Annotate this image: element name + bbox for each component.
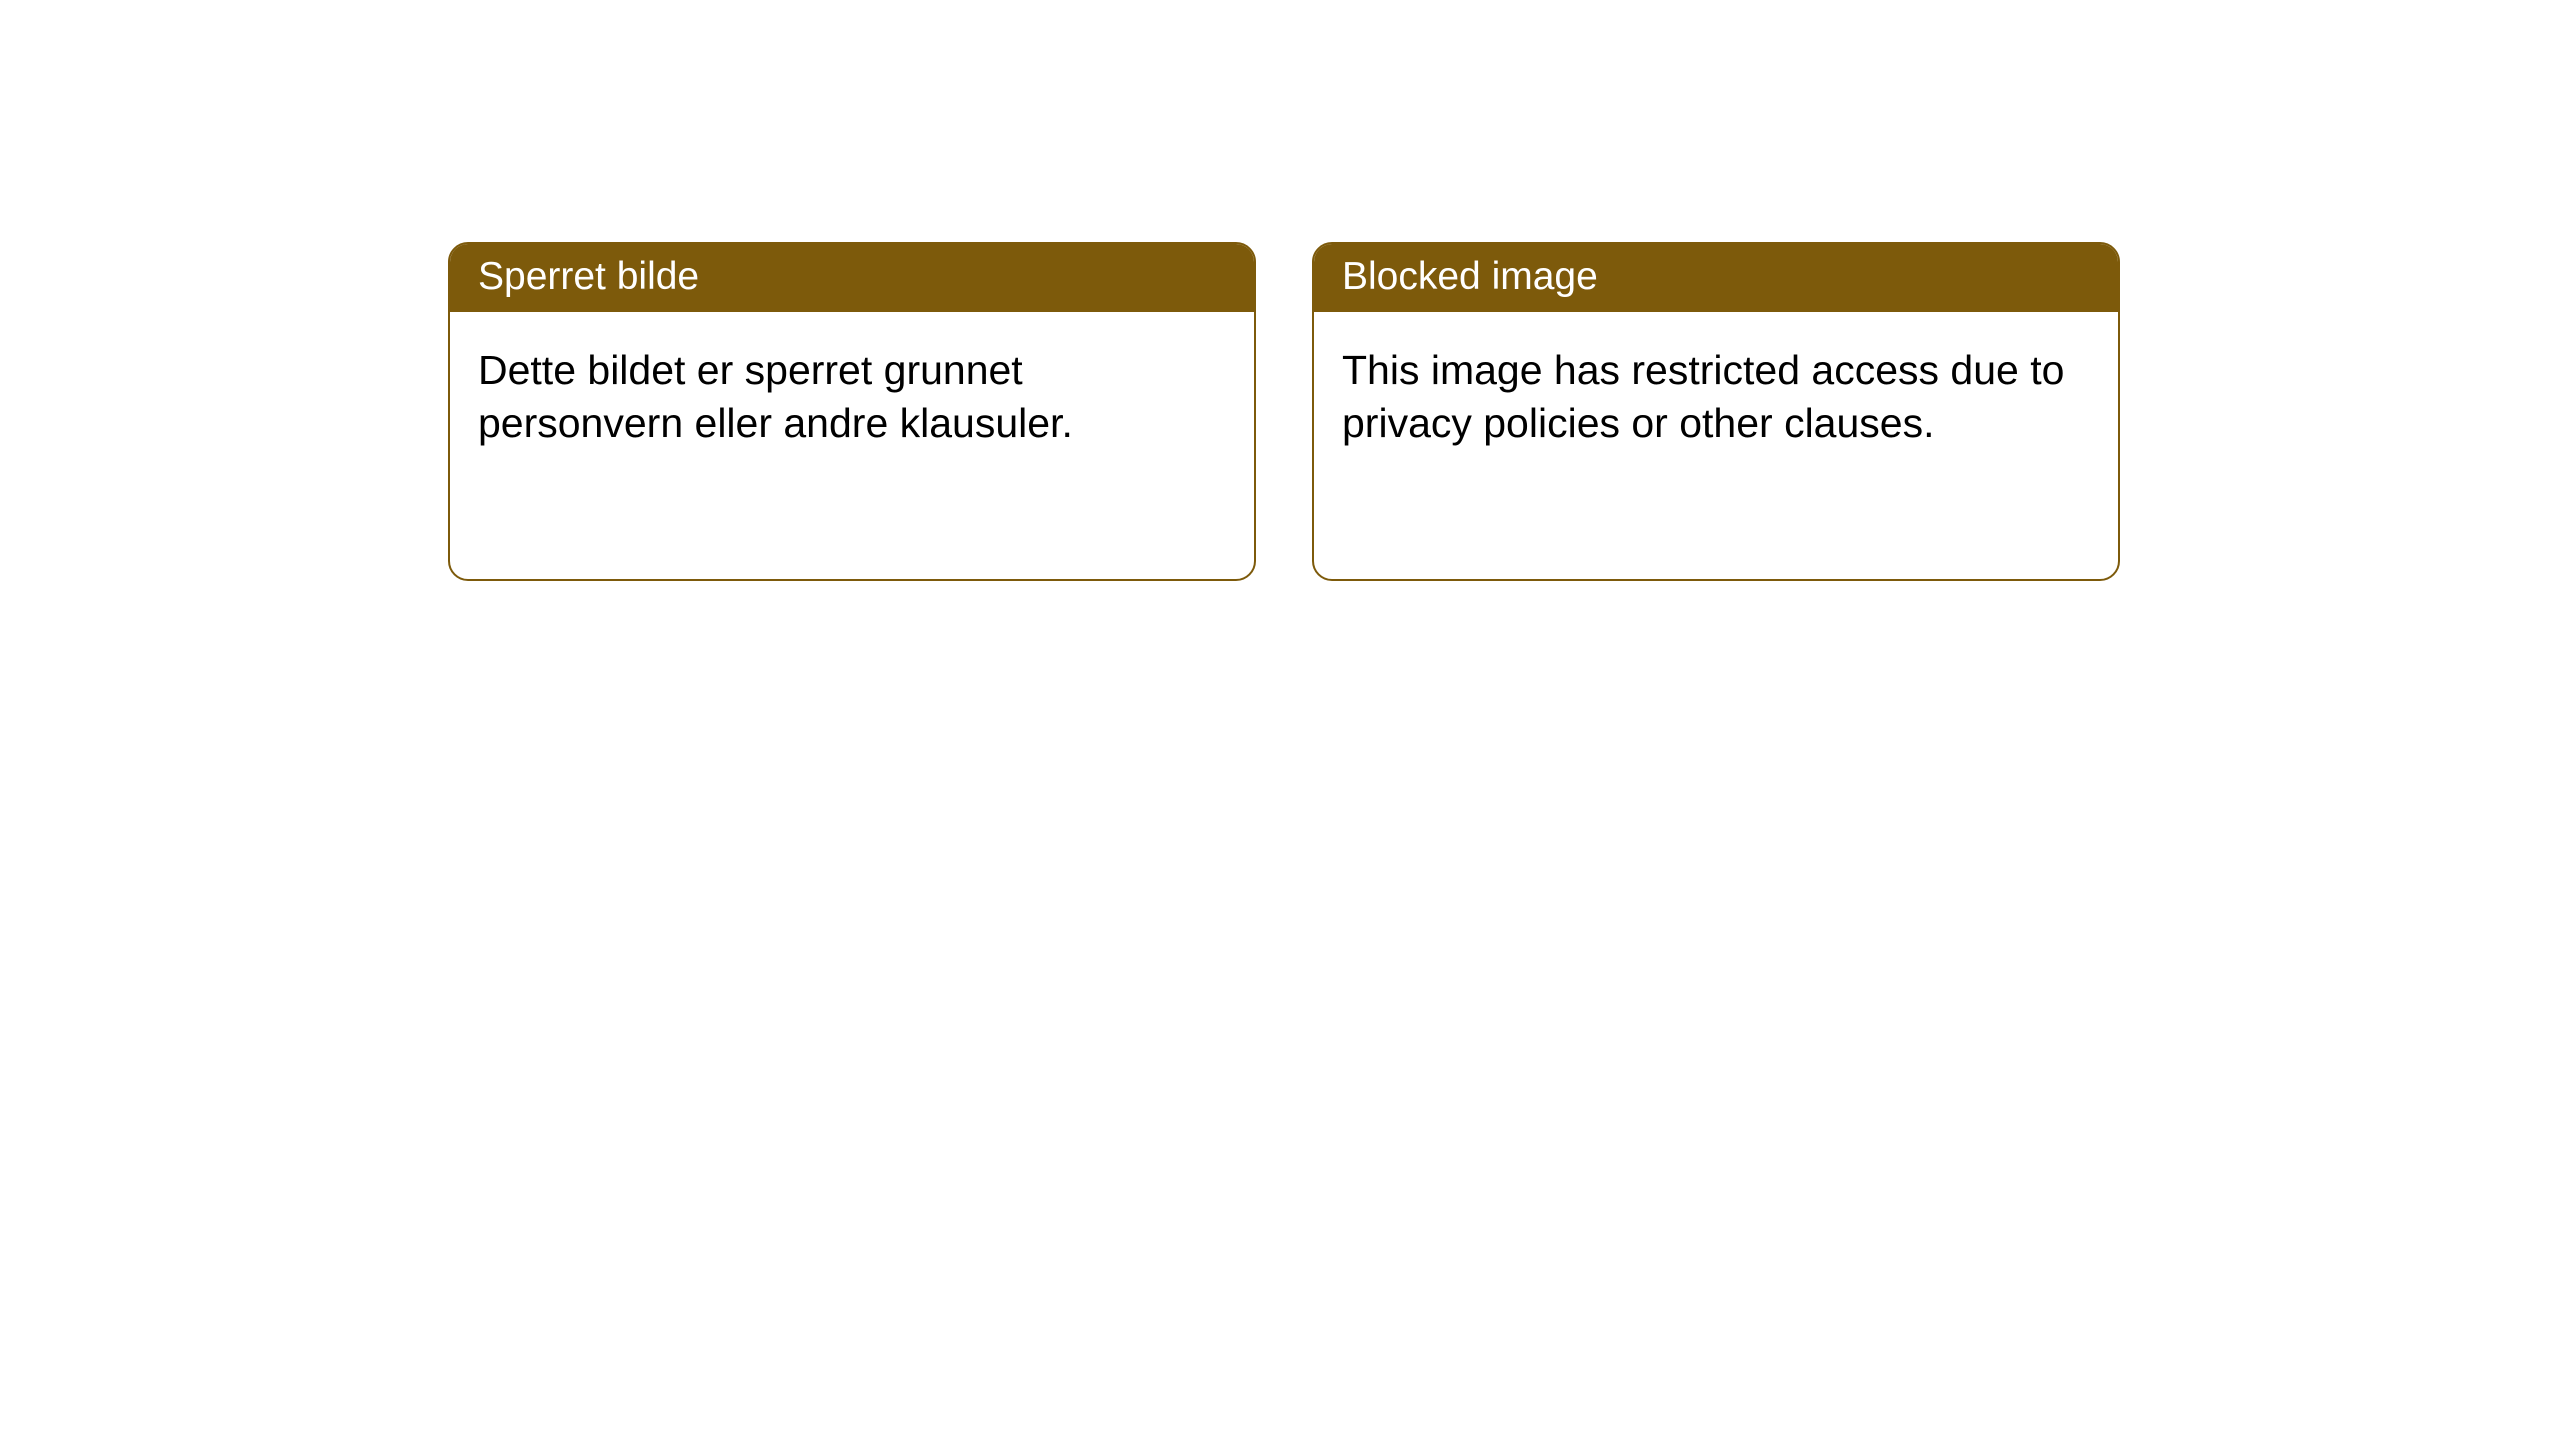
notice-card-body: This image has restricted access due to … (1314, 312, 2118, 479)
notice-body-text: Dette bildet er sperret grunnet personve… (478, 347, 1073, 446)
notice-card-header: Sperret bilde (450, 244, 1254, 312)
notice-card-norwegian: Sperret bilde Dette bildet er sperret gr… (448, 242, 1256, 581)
notice-title: Blocked image (1342, 255, 1598, 298)
notice-title: Sperret bilde (478, 255, 699, 298)
notice-card-english: Blocked image This image has restricted … (1312, 242, 2120, 581)
notice-card-body: Dette bildet er sperret grunnet personve… (450, 312, 1254, 479)
notice-container: Sperret bilde Dette bildet er sperret gr… (448, 242, 2120, 581)
notice-body-text: This image has restricted access due to … (1342, 347, 2064, 446)
notice-card-header: Blocked image (1314, 244, 2118, 312)
